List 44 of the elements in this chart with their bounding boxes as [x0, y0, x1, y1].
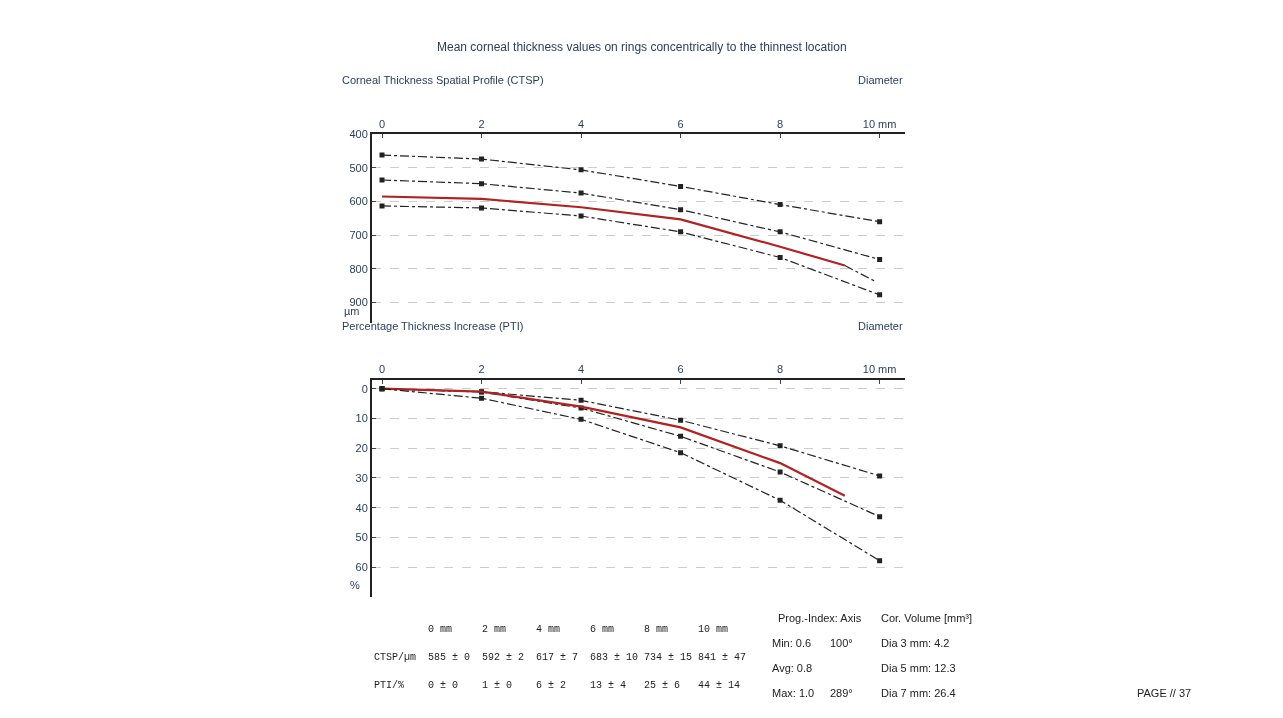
text: Dia 7 mm: 26.4 — [881, 687, 956, 699]
x-tick-label: 4 — [578, 117, 585, 130]
text: CTSP/µm 585 ± 0 592 ± 2 617 ± 7 683 ± 10 734 ± 15 841 ± 47 — [374, 652, 747, 663]
x-tick-label: 8 — [777, 117, 784, 130]
x-tick-label: 4 — [578, 363, 585, 376]
y-tick-label: 800 — [349, 262, 368, 275]
x-axis-title: Diameter — [858, 74, 903, 86]
x-tick-label: 10 mm — [862, 363, 897, 376]
x-tick-label: 2 — [478, 363, 485, 376]
text: PAGE // 37 — [1137, 687, 1192, 699]
y-tick-label: 700 — [349, 229, 368, 242]
chart-title: Percentage Thickness Increase (PTI) — [342, 320, 524, 332]
y-tick-label: 60 — [355, 561, 368, 574]
text: Dia 3 mm: 4.2 — [881, 637, 950, 649]
x-tick-label: 0 — [378, 363, 386, 376]
y-tick-label: 30 — [355, 471, 368, 484]
text: Prog.-Index: Axis — [778, 612, 862, 624]
x-axis-title: Diameter — [858, 320, 903, 332]
text: 289° — [830, 687, 853, 699]
text: Min: 0.6 — [772, 637, 812, 649]
y-tick-label: 600 — [349, 195, 368, 208]
x-tick-label: 0 — [378, 117, 386, 130]
chart-title: Mean corneal thickness values on rings concentrically to the thinnest location — [437, 40, 847, 54]
y-tick-label: 0 — [361, 382, 368, 395]
text: 100° — [830, 637, 853, 649]
y-axis-title: % — [350, 579, 360, 591]
x-tick-label: 2 — [478, 117, 485, 130]
text: 0 mm 2 mm 4 mm 6 mm 8 mm 10 mm — [428, 624, 729, 635]
y-tick-label: 40 — [355, 501, 368, 514]
x-tick-label: 6 — [677, 363, 684, 376]
chart-subtitle: Corneal Thickness Spatial Profile (CTSP) — [342, 74, 544, 86]
text: PTI/% 0 ± 0 1 ± 0 6 ± 2 13 ± 4 25 ± 6 44 ± 14 — [374, 680, 741, 691]
text: Dia 5 mm: 12.3 — [881, 662, 956, 674]
y-tick-label: 20 — [355, 442, 368, 455]
y-tick-label: 10 — [355, 412, 368, 425]
text: Max: 1.0 — [772, 687, 815, 699]
x-tick-label: 10 mm — [862, 117, 897, 130]
y-tick-label: 50 — [355, 531, 368, 544]
text: Cor. Volume [mm³] — [881, 612, 973, 624]
y-tick-label: 500 — [349, 161, 368, 174]
x-tick-label: 8 — [777, 363, 784, 376]
x-tick-label: 6 — [677, 117, 684, 130]
text: Avg: 0.8 — [772, 662, 813, 674]
y-tick-label: 400 — [349, 128, 368, 141]
